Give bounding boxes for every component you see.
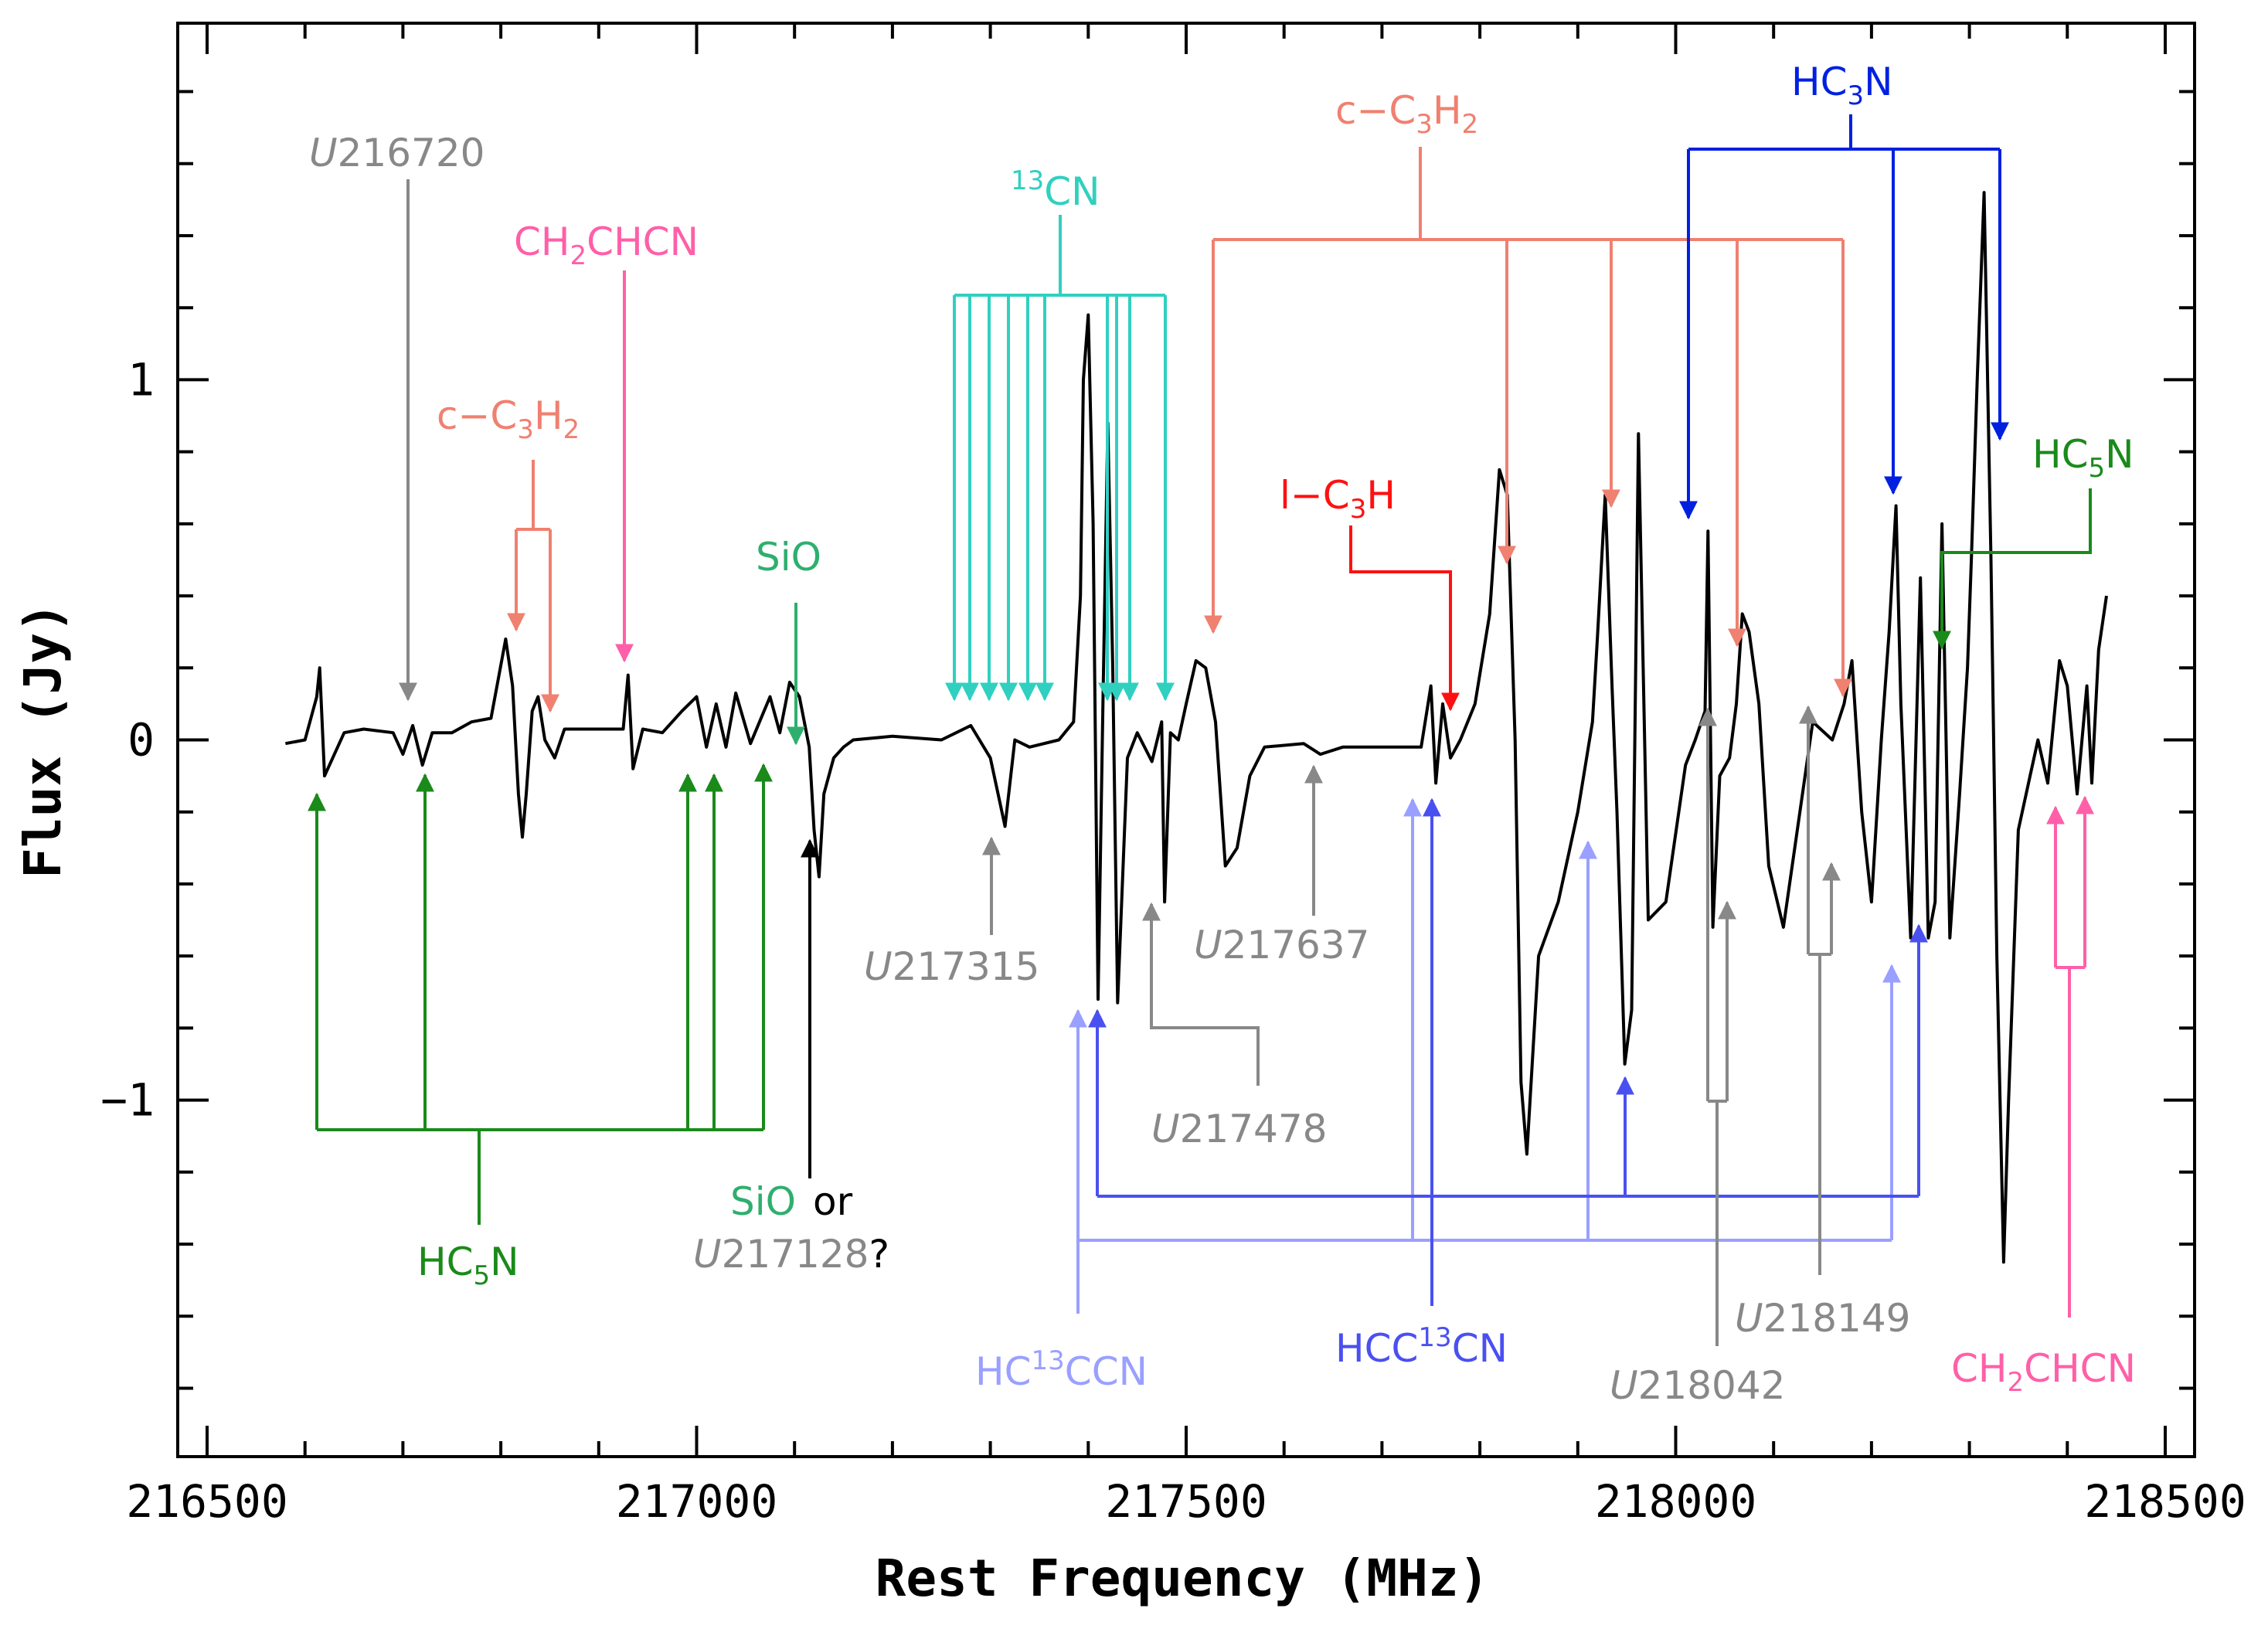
annotation-u218042: U218042: [1610, 707, 1785, 1408]
x-tick-label: 217000: [616, 1475, 778, 1528]
annotation-hc13ccn: HC13CCN: [975, 797, 1901, 1394]
svg-text:13CN: 13CN: [1011, 165, 1100, 214]
svg-text:c−C3H2: c−C3H2: [437, 393, 580, 445]
annotation-u217315: U217315: [864, 836, 1039, 989]
annotation-u217478: U217478: [1142, 902, 1327, 1151]
svg-text:c−C3H2: c−C3H2: [1335, 88, 1478, 140]
axis-ticks: [178, 23, 2195, 1457]
x-tick-labels: 216500 217000 217500 218000 218500: [126, 1475, 2246, 1528]
svg-text:CH2CHCN: CH2CHCN: [514, 219, 699, 271]
y-tick-label: −1: [100, 1074, 155, 1127]
svg-text:HCC13CN: HCC13CN: [1335, 1322, 1508, 1371]
annotation-cc3h2-right: c−C3H2: [1204, 88, 1852, 698]
annotation-hc3n: HC3N: [1679, 60, 2009, 520]
y-tick-labels: −1 0 1: [100, 353, 155, 1126]
svg-text:HC13CCN: HC13CCN: [975, 1345, 1148, 1394]
svg-text:SiO: SiO: [756, 535, 821, 580]
spectrum-line: [285, 191, 2108, 1264]
svg-text:l−C3H: l−C3H: [1280, 473, 1396, 525]
annotation-u218149: U218149: [1735, 705, 1910, 1341]
x-tick-label: 218500: [2084, 1475, 2246, 1528]
svg-text:U216720: U216720: [309, 131, 485, 175]
svg-text:HC5N: HC5N: [417, 1239, 519, 1291]
x-tick-label: 218000: [1595, 1475, 1757, 1528]
svg-text:U218149: U218149: [1735, 1296, 1910, 1341]
x-tick-label: 216500: [126, 1475, 288, 1528]
svg-text:CH2CHCN: CH2CHCN: [1951, 1346, 2136, 1398]
svg-text:U217637: U217637: [1194, 923, 1369, 967]
svg-text:U217315: U217315: [864, 944, 1039, 989]
svg-text:HC3N: HC3N: [1791, 60, 1893, 111]
annotation-hc5n-right: HC5N: [1933, 432, 2134, 650]
y-tick-label: 0: [128, 714, 155, 767]
y-axis-title: Flux (Jy): [13, 602, 73, 879]
x-axis-title: Rest Frequency (MHz): [876, 1549, 1490, 1608]
annotation-hc5n-left: HC5N: [308, 763, 773, 1291]
y-tick-label: 1: [128, 353, 155, 406]
annotation-ch2chcn-top: CH2CHCN: [514, 219, 699, 663]
annotation-sio-top: SiO: [756, 535, 821, 746]
x-tick-label: 217500: [1105, 1475, 1267, 1528]
svg-text:HC5N: HC5N: [2032, 432, 2134, 484]
annotation-u216720: U216720: [309, 131, 485, 702]
annotation-ch2chcn-bottom: CH2CHCN: [1951, 795, 2136, 1398]
annotation-13cn: 13CN: [945, 165, 1175, 702]
annotation-hcc13cn: HCC13CN: [1088, 797, 1928, 1371]
annotation-u217637: U217637: [1194, 764, 1369, 967]
annotation-lc3h: l−C3H: [1280, 473, 1460, 712]
svg-text:U217128?: U217128?: [693, 1232, 889, 1277]
svg-text:U217478: U217478: [1151, 1107, 1327, 1151]
annotation-sio-or-u217128: SiO or U217128?: [693, 838, 889, 1277]
svg-text:U218042: U218042: [1610, 1363, 1785, 1408]
annotation-cc3h2-left: c−C3H2: [437, 393, 580, 713]
